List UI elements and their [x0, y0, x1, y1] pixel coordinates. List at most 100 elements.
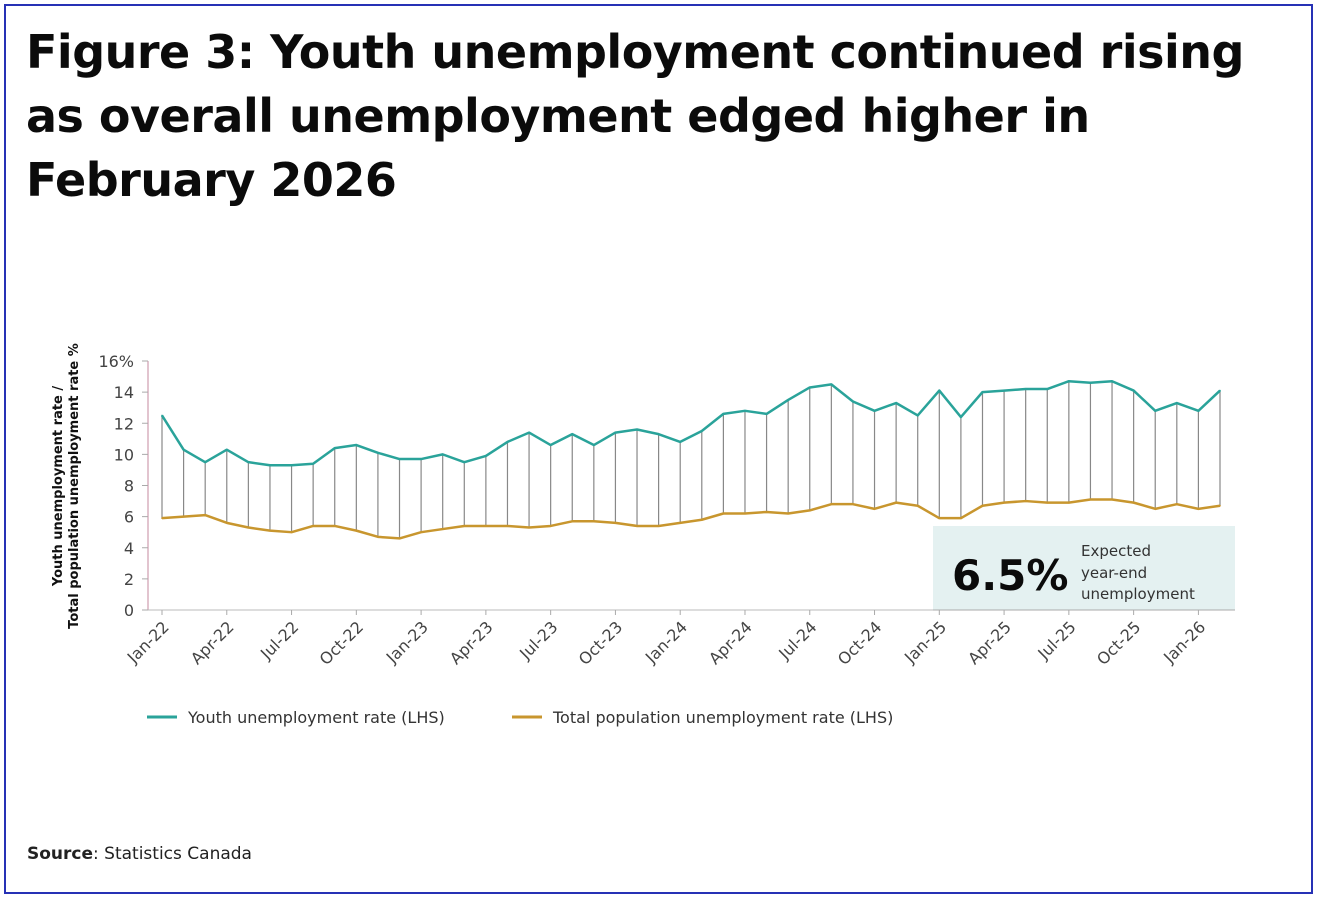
total-point [269, 529, 271, 532]
y-tick-label: 4 [124, 539, 134, 558]
youth-point [1132, 389, 1135, 392]
total-point [916, 504, 919, 507]
total-point [852, 503, 854, 505]
x-tick-label: Oct-24 [834, 617, 885, 668]
youth-point [549, 444, 552, 446]
youth-point [420, 458, 422, 460]
youth-point [312, 462, 314, 465]
youth-point [1111, 380, 1113, 383]
total-point [204, 514, 206, 516]
youth-point [787, 399, 789, 401]
total-point [377, 536, 379, 538]
total-point [981, 504, 984, 507]
total-point [1219, 504, 1221, 507]
youth-point [960, 416, 962, 418]
total-point [830, 503, 833, 505]
youth-point [290, 464, 293, 467]
youth-point [1068, 380, 1070, 383]
y-tick-label: 0 [124, 601, 134, 620]
total-point [355, 529, 358, 532]
youth-point [614, 431, 617, 434]
total-point [636, 525, 638, 527]
legend-youth-label: Youth unemployment rate (LHS) [187, 708, 445, 727]
youth-point [722, 413, 725, 415]
youth-point [744, 410, 746, 412]
total-point [787, 512, 789, 515]
x-tick-label: Jan-23 [382, 617, 432, 667]
total-point [420, 531, 422, 533]
youth-point [765, 413, 768, 415]
total-point [679, 522, 682, 524]
total-point [722, 512, 725, 515]
x-tick-label: Oct-23 [575, 617, 626, 668]
annotation-line3: unemployment [1081, 585, 1195, 603]
total-point [1111, 498, 1113, 501]
y-tick-label: 10 [114, 445, 134, 464]
total-point [485, 525, 487, 527]
youth-point [485, 455, 487, 457]
y-tick-label: 8 [124, 477, 134, 496]
total-point [873, 508, 876, 510]
total-point [247, 526, 250, 529]
youth-point [593, 444, 595, 446]
youth-point [657, 433, 660, 435]
total-point [398, 537, 401, 540]
youth-point [269, 464, 271, 467]
y-tick-label: 2 [124, 570, 134, 589]
y-tick-label: 6 [124, 508, 134, 527]
x-tick-label: Oct-25 [1093, 617, 1144, 668]
youth-point [1176, 402, 1178, 404]
total-point [657, 525, 660, 527]
total-point [744, 512, 746, 515]
total-point [441, 528, 444, 530]
total-point [528, 526, 530, 529]
youth-point [1219, 389, 1221, 392]
youth-point [938, 389, 941, 392]
total-point [700, 518, 703, 521]
youth-point [528, 431, 530, 434]
y-tick-label: 12 [114, 414, 134, 433]
total-point [1068, 501, 1070, 504]
youth-point [161, 414, 163, 417]
x-tick-label: Jan-26 [1159, 617, 1209, 667]
total-point [333, 525, 336, 527]
x-tick-label: Jan-25 [900, 617, 950, 667]
youth-point [204, 461, 206, 463]
y-axis-label-line1: Youth unemployment rate / [51, 386, 66, 588]
y-tick-label: 14 [114, 383, 134, 402]
youth-point [873, 410, 876, 412]
total-point [571, 520, 574, 523]
total-point [808, 509, 811, 512]
x-tick-label: Oct-22 [316, 617, 367, 668]
youth-point [398, 458, 401, 460]
total-point [765, 511, 768, 513]
youth-point [700, 430, 703, 432]
total-point [161, 517, 163, 519]
total-point [593, 520, 595, 523]
figure-title: Figure 3: Youth unemployment continued r… [26, 25, 1244, 207]
total-point [1176, 503, 1178, 505]
x-tick-label: Jan-24 [641, 617, 691, 667]
legend-total-label: Total population unemployment rate (LHS) [552, 708, 893, 727]
x-tick-label: Jul-24 [774, 617, 820, 663]
youth-point [808, 386, 811, 389]
x-tick-label: Apr-23 [446, 617, 497, 668]
source-note: Source: Statistics Canada [27, 844, 252, 864]
total-point [463, 525, 466, 527]
youth-point [1046, 388, 1049, 390]
total-point [1197, 508, 1200, 510]
annotation-line2: year-end [1081, 564, 1147, 582]
total-point [182, 515, 185, 518]
figure-frame [4, 4, 1313, 894]
youth-point [1024, 388, 1027, 390]
x-tick-label: Apr-22 [187, 617, 238, 668]
youth-point [571, 433, 574, 435]
source-text: : Statistics Canada [93, 844, 252, 864]
x-tick-label: Jul-25 [1033, 617, 1079, 663]
youth-line [160, 379, 1221, 467]
total-point [1046, 501, 1049, 504]
youth-point [895, 402, 897, 404]
youth-point [377, 452, 379, 454]
youth-point [1089, 381, 1092, 384]
annotation-value: 6.5% [952, 551, 1068, 600]
